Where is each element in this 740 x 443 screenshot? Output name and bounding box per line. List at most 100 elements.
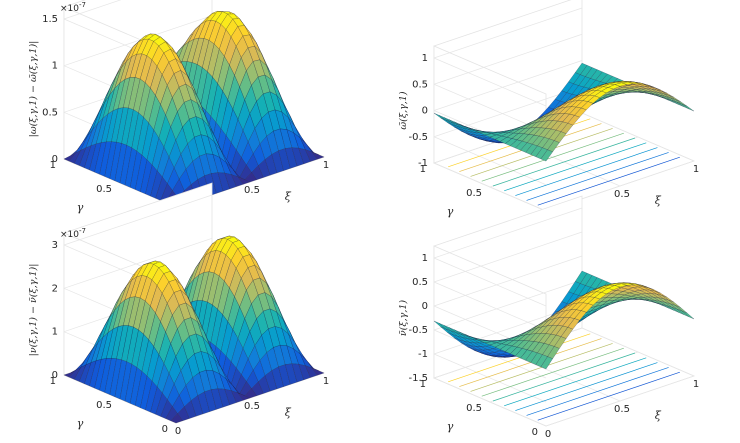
z-tick-label: 0.5: [412, 79, 428, 90]
grid-line: [63, 15, 213, 66]
x-tick-label: 0: [545, 429, 551, 440]
surface-facet: [682, 104, 695, 112]
y-axis-label: γ: [77, 201, 84, 214]
y-axis-label: γ: [77, 417, 84, 430]
surface-mesh: [63, 10, 325, 208]
grid-line: [433, 281, 547, 331]
z-tick-label: 0.5: [42, 107, 58, 118]
x-axis-label: ξ: [655, 409, 662, 422]
z-multiplier-base: ×10: [60, 230, 79, 240]
x-tick-label: 0.5: [614, 404, 630, 415]
surface-mesh: [63, 235, 325, 424]
grid-line: [63, 0, 122, 20]
grid-line: [581, 112, 695, 162]
y-tick-label: 0.5: [466, 188, 482, 199]
y-axis-label: γ: [447, 420, 454, 433]
z-tick-label: -0.5: [408, 325, 428, 336]
contour-line: [526, 152, 669, 201]
contour-line: [504, 357, 647, 407]
contour-line: [537, 371, 680, 421]
x-tick-label: 0.5: [244, 401, 260, 412]
z-tick-label: 1.5: [42, 14, 58, 25]
grid-line: [433, 353, 547, 403]
grid-line: [433, 279, 583, 331]
contour-line: [481, 132, 624, 182]
z-axis-label: |ω(ξ,γ,1) − ω̃(ξ,γ,1)|: [28, 41, 39, 138]
z-multiplier-exponent: -7: [79, 227, 86, 235]
x-axis-label: ξ: [285, 406, 292, 419]
y-tick-label: 1: [420, 379, 426, 390]
y-axis-label: γ: [447, 205, 454, 218]
contour-line: [492, 352, 636, 402]
contour-line: [481, 347, 624, 397]
y-tick-label: 0.5: [96, 400, 112, 411]
z-tick-label: 1: [422, 253, 428, 264]
contour-line: [537, 156, 680, 206]
grid-line: [433, 231, 583, 283]
contour-line: [448, 333, 591, 383]
z-multiplier: ×10-7: [60, 227, 86, 240]
x-tick-label: 1: [693, 164, 699, 175]
grid-line: [433, 207, 583, 259]
grid-line: [433, 255, 583, 307]
z-tick-label: 2: [52, 283, 58, 294]
y-tick-label: 1: [50, 160, 56, 171]
z-tick-label: -0.5: [408, 132, 428, 143]
z-tick-label: 0.5: [412, 277, 428, 288]
z-axis-label: ω̃(ξ,γ,1): [398, 91, 409, 129]
x-tick-label: 0.5: [614, 189, 630, 200]
surface-mesh: [433, 270, 695, 370]
floor-contours: [448, 333, 680, 421]
grid-line: [433, 377, 547, 427]
z-tick-label: 1: [422, 53, 428, 64]
z-tick-label: -1.5: [408, 373, 428, 384]
grid-line: [433, 60, 583, 111]
z-tick-label: 3: [52, 240, 58, 251]
z-tick-label: 0: [52, 370, 58, 381]
y-tick-label: 1: [420, 164, 426, 175]
surface-facet: [311, 151, 325, 160]
contour-line: [470, 343, 613, 392]
grid-line: [63, 238, 213, 289]
x-tick-label: 1: [693, 379, 699, 390]
surface-mesh: [433, 62, 695, 162]
x-tick-label: 1: [323, 376, 329, 387]
z-tick-label: 1: [52, 61, 58, 72]
contour-line: [504, 142, 647, 192]
grid-line: [433, 257, 547, 307]
z-tick-label: -1: [418, 349, 428, 360]
y-tick-label: 0: [532, 427, 538, 438]
y-tick-label: 0.5: [466, 403, 482, 414]
contour-line: [515, 147, 658, 196]
contour-line: [459, 338, 602, 387]
grid-line: [433, 162, 547, 212]
z-multiplier: ×10-7: [60, 1, 86, 14]
grid-line: [63, 194, 213, 246]
z-tick-label: -1: [418, 158, 428, 169]
z-axis-label: |ν(ξ,γ,1) − ν̃(ξ,γ,1)|: [28, 264, 39, 357]
z-tick-label: 0: [422, 106, 428, 117]
y-tick-label: 0: [162, 424, 168, 435]
z-tick-label: 1: [52, 327, 58, 338]
z-tick-label: 0: [52, 154, 58, 165]
y-tick-label: 1: [50, 376, 56, 387]
z-multiplier-exponent: -7: [79, 1, 86, 9]
z-multiplier-base: ×10: [60, 4, 79, 14]
x-axis-label: ξ: [655, 194, 662, 207]
z-tick-label: 0: [422, 301, 428, 312]
surface-facet: [682, 310, 695, 320]
grid-line: [433, 7, 583, 59]
grid-line: [581, 327, 695, 377]
contour-line: [515, 362, 658, 411]
x-tick-label: 1: [323, 160, 329, 171]
surface-facet: [311, 367, 325, 376]
y-tick-label: 0.5: [96, 184, 112, 195]
x-tick-label: 0: [175, 426, 181, 437]
contour-line: [492, 137, 636, 187]
